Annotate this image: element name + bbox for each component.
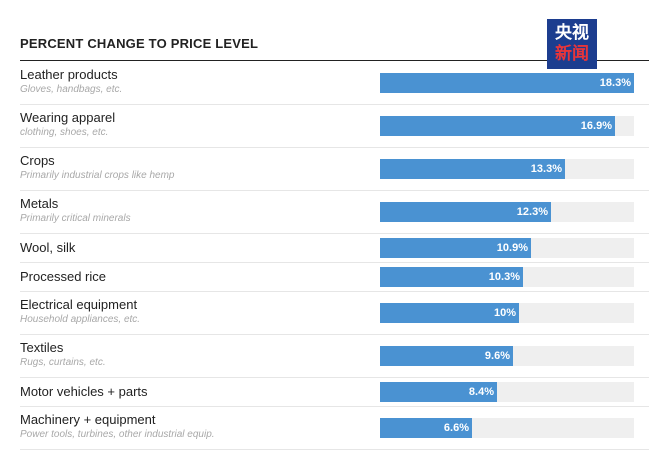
header-divider xyxy=(20,60,649,61)
category-sublabel: Primarily critical minerals xyxy=(20,213,131,224)
chart-row: Crops Primarily industrial crops like hem… xyxy=(20,148,649,191)
bar: 10.3% xyxy=(380,267,523,287)
bar-value-label: 6.6% xyxy=(443,422,469,434)
category-label: Wearing apparel xyxy=(20,110,116,125)
bar-track: 13.3% xyxy=(380,159,634,179)
chart-row: Wool, silk 10.9% xyxy=(20,234,649,263)
category-label: Processed rice xyxy=(20,269,106,284)
bar-value-label: 10.3% xyxy=(488,271,520,283)
bar-track: 6.6% xyxy=(380,418,634,438)
bar-track: 16.9% xyxy=(380,116,634,136)
logo-text-bottom: 新闻 xyxy=(555,44,589,64)
bar-value-label: 12.3% xyxy=(516,206,548,218)
category-sublabel: Household appliances, etc. xyxy=(20,314,141,325)
category-label: Motor vehicles + parts xyxy=(20,384,148,399)
cctv-news-logo: 央视 新闻 xyxy=(547,19,597,69)
chart-row: Metals Primarily critical minerals 12.3% xyxy=(20,191,649,234)
category-label: Leather products xyxy=(20,67,118,82)
category-sublabel: Primarily industrial crops like hemp xyxy=(20,170,175,181)
bar-value-label: 8.4% xyxy=(468,386,494,398)
bar-track: 10.9% xyxy=(380,238,634,258)
bar: 8.4% xyxy=(380,382,497,402)
bar-track: 8.4% xyxy=(380,382,634,402)
bar-value-label: 16.9% xyxy=(580,120,612,132)
chart-row: Processed rice 10.3% xyxy=(20,263,649,292)
chart-row: Leather products Gloves, handbags, etc. 18… xyxy=(20,62,649,105)
category-sublabel: Gloves, handbags, etc. xyxy=(20,84,123,95)
category-label: Textiles xyxy=(20,340,64,355)
bar-value-label: 18.3% xyxy=(599,77,631,89)
bar-value-label: 10.9% xyxy=(496,242,528,254)
bar-value-label: 10% xyxy=(493,307,516,319)
category-sublabel: Rugs, curtains, etc. xyxy=(20,357,106,368)
category-label: Wool, silk xyxy=(20,240,76,255)
chart-row: Motor vehicles + parts 8.4% xyxy=(20,378,649,407)
bar: 18.3% xyxy=(380,73,634,93)
chart-title: PERCENT CHANGE TO PRICE LEVEL xyxy=(20,36,259,51)
bar: 16.9% xyxy=(380,116,615,136)
bar: 10.9% xyxy=(380,238,531,258)
chart-row: Textiles Rugs, curtains, etc. 9.6% xyxy=(20,335,649,378)
chart-row: Machinery + equipment Power tools, turbin… xyxy=(20,407,649,450)
bar-track: 9.6% xyxy=(380,346,634,366)
chart-row: Electrical equipment Household appliances… xyxy=(20,292,649,335)
bar-track: 10.3% xyxy=(380,267,634,287)
logo-text-top: 央视 xyxy=(555,23,589,43)
category-label: Electrical equipment xyxy=(20,297,138,312)
bar-track: 18.3% xyxy=(380,73,634,93)
category-label: Machinery + equipment xyxy=(20,412,156,427)
bar: 12.3% xyxy=(380,202,551,222)
bar-track: 10% xyxy=(380,303,634,323)
bar-value-label: 9.6% xyxy=(484,350,510,362)
chart-row: Wearing apparel clothing, shoes, etc. 16.9… xyxy=(20,105,649,148)
bar: 6.6% xyxy=(380,418,472,438)
category-label: Metals xyxy=(20,196,59,211)
category-sublabel: clothing, shoes, etc. xyxy=(20,127,109,138)
bar: 10% xyxy=(380,303,519,323)
bar: 13.3% xyxy=(380,159,565,179)
bar-value-label: 13.3% xyxy=(530,163,562,175)
category-sublabel: Power tools, turbines, other industrial … xyxy=(20,429,215,440)
bar: 9.6% xyxy=(380,346,513,366)
category-label: Crops xyxy=(20,153,55,168)
bar-track: 12.3% xyxy=(380,202,634,222)
